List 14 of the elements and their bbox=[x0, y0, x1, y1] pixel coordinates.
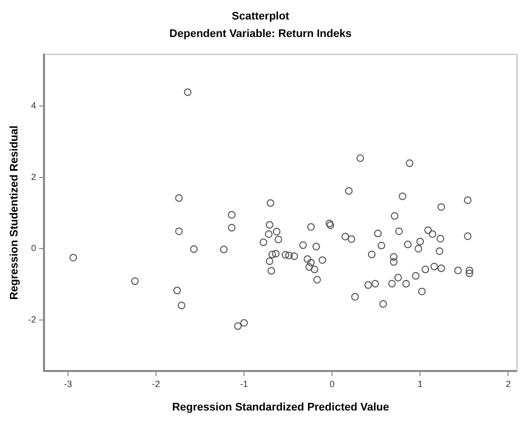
x-tick-label: -1 bbox=[240, 378, 248, 389]
y-axis-title: Regression Studentized Residual bbox=[8, 126, 21, 300]
y-tick-label: 4 bbox=[31, 100, 36, 111]
chart-title: Scatterplot bbox=[232, 10, 290, 23]
x-tick-label: -2 bbox=[152, 378, 160, 389]
y-tick-label: -2 bbox=[28, 314, 36, 324]
x-tick-label: 1 bbox=[418, 378, 423, 389]
chart-subtitle: Dependent Variable: Return Indeks bbox=[169, 28, 352, 40]
x-tick-label: 0 bbox=[330, 378, 335, 389]
x-tick-label: -3 bbox=[64, 378, 72, 389]
y-tick-label: 2 bbox=[31, 172, 36, 182]
y-tick-label: 0 bbox=[31, 243, 36, 254]
x-axis-title: Regression Standardized Predicted Value bbox=[172, 401, 390, 414]
x-tick-label: 2 bbox=[506, 378, 511, 389]
